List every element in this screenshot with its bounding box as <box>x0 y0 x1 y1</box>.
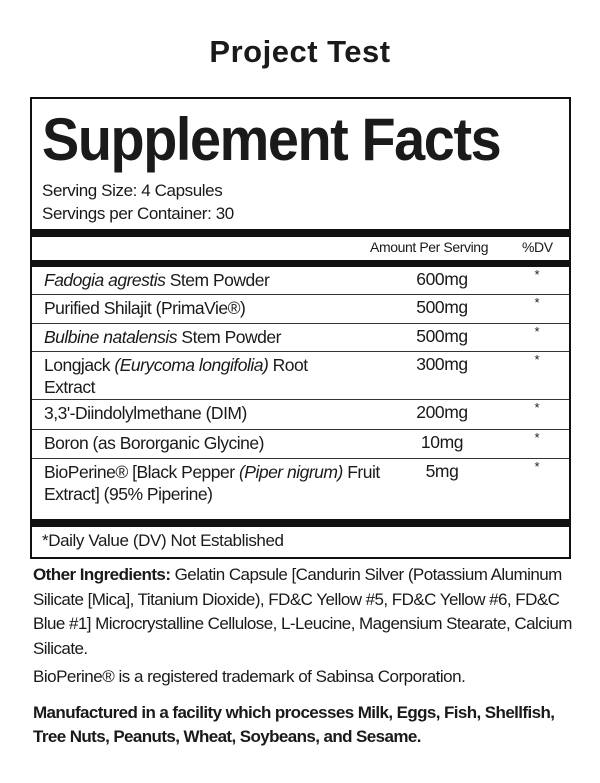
ingredient-amount: 10mg <box>420 432 464 452</box>
serving-size: Serving Size: 4 Capsules <box>42 181 223 200</box>
ingredient-amount: 200mg <box>416 402 468 422</box>
ingredient-name: Bulbine natalensis Stem Powder <box>44 326 404 348</box>
supplement-facts-panel: Supplement Facts Serving Size: 4 Capsule… <box>30 97 571 559</box>
ingredient-row: Bulbine natalensis Stem Powder 500mg * <box>32 324 569 352</box>
ingredient-row: Fadogia agrestis Stem Powder 600mg * <box>32 267 569 295</box>
ingredient-amount: 300mg <box>416 354 468 374</box>
divider-thick <box>32 260 569 267</box>
divider-thick <box>32 519 569 527</box>
ingredient-dv: * <box>534 267 540 282</box>
ingredient-row: BioPerine® [Black Pepper (Piper nigrum) … <box>32 459 569 519</box>
ingredient-amount: 600mg <box>416 269 468 289</box>
ingredient-dv: * <box>534 430 540 445</box>
ingredient-dv: * <box>534 459 540 474</box>
ingredient-row: Boron (as Bororganic Glycine) 10mg * <box>32 430 569 459</box>
ingredient-name-part: Longjack <box>44 355 115 375</box>
ingredient-amount: 5mg <box>425 461 459 481</box>
ingredient-name-part: Root Extract <box>44 355 308 397</box>
ingredient-name-part: Boron (as Bororganic Glycine) <box>44 433 264 453</box>
other-ingredients-text: Gelatin Capsule [Candurin Silver (Potass… <box>33 565 572 658</box>
ingredient-row: Longjack (Eurycoma longifolia) Root Extr… <box>32 352 569 400</box>
ingredient-row: 3,3'-Diindolylmethane (DIM) 200mg * <box>32 400 569 430</box>
servings-per-container: Servings per Container: 30 <box>42 204 234 223</box>
ingredient-name: Purified Shilajit (PrimaVie®) <box>44 297 404 319</box>
ingredient-dv: * <box>534 324 540 339</box>
ingredient-name-part: Fadogia agrestis <box>44 270 166 290</box>
ingredient-dv: * <box>534 352 540 367</box>
allergen-statement: Manufactured in a facility which process… <box>33 703 555 746</box>
trademark-notice: BioPerine® is a registered trademark of … <box>33 667 466 686</box>
ingredient-name: BioPerine® [Black Pepper (Piper nigrum) … <box>44 461 414 505</box>
ingredient-name-part: BioPerine® [Black Pepper <box>44 462 239 482</box>
panel-heading: Supplement Facts <box>42 106 502 173</box>
ingredient-name-part: Fruit Extract] (95% Piperine) <box>44 462 380 504</box>
other-ingredients: Other Ingredients: Gelatin Capsule [Cand… <box>33 563 573 661</box>
ingredient-amount: 500mg <box>416 297 468 317</box>
ingredient-name-part: Stem Powder <box>165 270 270 290</box>
footnote: *Daily Value (DV) Not Established <box>42 531 284 550</box>
ingredient-name-part: Purified Shilajit (PrimaVie®) <box>44 298 246 318</box>
ingredient-name: Boron (as Bororganic Glycine) <box>44 432 404 454</box>
ingredient-dv: * <box>534 400 540 415</box>
ingredient-name-part: (Piper nigrum) <box>238 462 343 482</box>
ingredient-name: Fadogia agrestis Stem Powder <box>44 269 404 291</box>
ingredient-name-part: (Eurycoma longifolia) <box>114 355 269 375</box>
ingredient-amount: 500mg <box>416 326 468 346</box>
ingredient-row: Purified Shilajit (PrimaVie®) 500mg * <box>32 295 569 324</box>
ingredient-name: 3,3'-Diindolylmethane (DIM) <box>44 402 404 424</box>
ingredient-name: Longjack (Eurycoma longifolia) Root Extr… <box>44 354 344 398</box>
ingredient-name-part: 3,3'-Diindolylmethane (DIM) <box>44 403 247 423</box>
ingredient-dv: * <box>534 295 540 310</box>
product-title: Project Test <box>209 34 391 69</box>
ingredient-name-part: Stem Powder <box>177 327 281 347</box>
column-header-amount: Amount Per Serving <box>370 239 489 255</box>
divider-thick <box>32 229 569 237</box>
other-ingredients-label: Other Ingredients: <box>33 565 171 584</box>
ingredient-name-part: Bulbine natalensis <box>44 327 178 347</box>
column-header-dv: %DV <box>522 239 553 255</box>
